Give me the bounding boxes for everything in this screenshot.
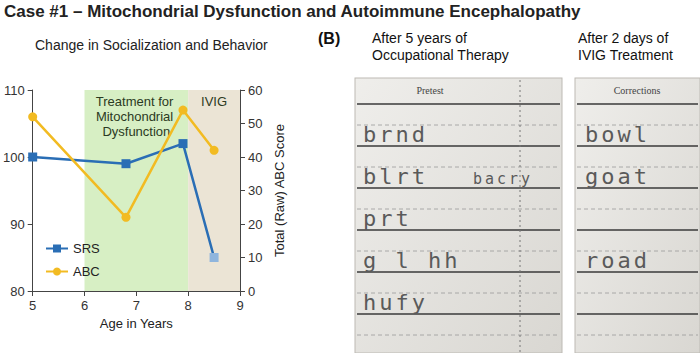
svg-text:90: 90 (10, 217, 24, 232)
svg-text:Dysfunction: Dysfunction (102, 124, 170, 139)
svg-text:8: 8 (185, 298, 192, 313)
svg-text:goat: goat (585, 164, 650, 189)
svg-text:60: 60 (248, 83, 262, 98)
svg-text:20: 20 (248, 217, 262, 232)
svg-text:road: road (585, 248, 650, 273)
svg-text:g l hh: g l hh (363, 248, 460, 273)
svg-text:bowl: bowl (585, 122, 650, 147)
svg-text:9: 9 (236, 298, 243, 313)
svg-text:Mitochondrial: Mitochondrial (96, 109, 177, 124)
html-text:After 5 years of Occupational: After 5 years of Occupational Therapy (372, 30, 509, 63)
svg-text:Pretest: Pretest (416, 85, 443, 96)
svg-text:100: 100 (3, 150, 25, 165)
svg-text:Total (Raw) ABC Score: Total (Raw) ABC Score (272, 124, 287, 257)
html-text:(B): (B) (318, 30, 341, 47)
svg-text:IVIG: IVIG (201, 94, 227, 109)
svg-text:SRS: SRS (73, 241, 100, 256)
svg-text:80: 80 (10, 284, 24, 299)
svg-text:6: 6 (81, 298, 88, 313)
svg-text:7: 7 (133, 298, 140, 313)
svg-text:5: 5 (29, 298, 36, 313)
svg-text:prt: prt (363, 206, 412, 231)
svg-text:30: 30 (248, 183, 262, 198)
svg-text:ABC: ABC (73, 264, 100, 279)
svg-text:40: 40 (248, 150, 262, 165)
svg-text:Age in Years: Age in Years (100, 316, 174, 331)
svg-text:Treatment for: Treatment for (96, 94, 177, 109)
svg-text:bacry: bacry (473, 170, 533, 188)
svg-text:10: 10 (248, 250, 262, 265)
svg-text:50: 50 (248, 116, 262, 131)
html-text:After 2 days of IVIG Treatment: After 2 days of IVIG Treatment (578, 30, 673, 63)
svg-text:brnd: brnd (363, 122, 428, 147)
svg-text:110: 110 (4, 83, 25, 98)
svg-text:Change in Socialization and Be: Change in Socialization and Behavior (35, 37, 268, 53)
svg-text:0: 0 (248, 284, 255, 299)
svg-text:Corrections: Corrections (614, 85, 661, 96)
html-text:Case #1 – Mitochondrial Dysfun: Case #1 – Mitochondrial Dysfunction and … (4, 2, 581, 21)
svg-text:blrt: blrt (363, 164, 428, 189)
svg-text:hufy: hufy (363, 290, 428, 315)
